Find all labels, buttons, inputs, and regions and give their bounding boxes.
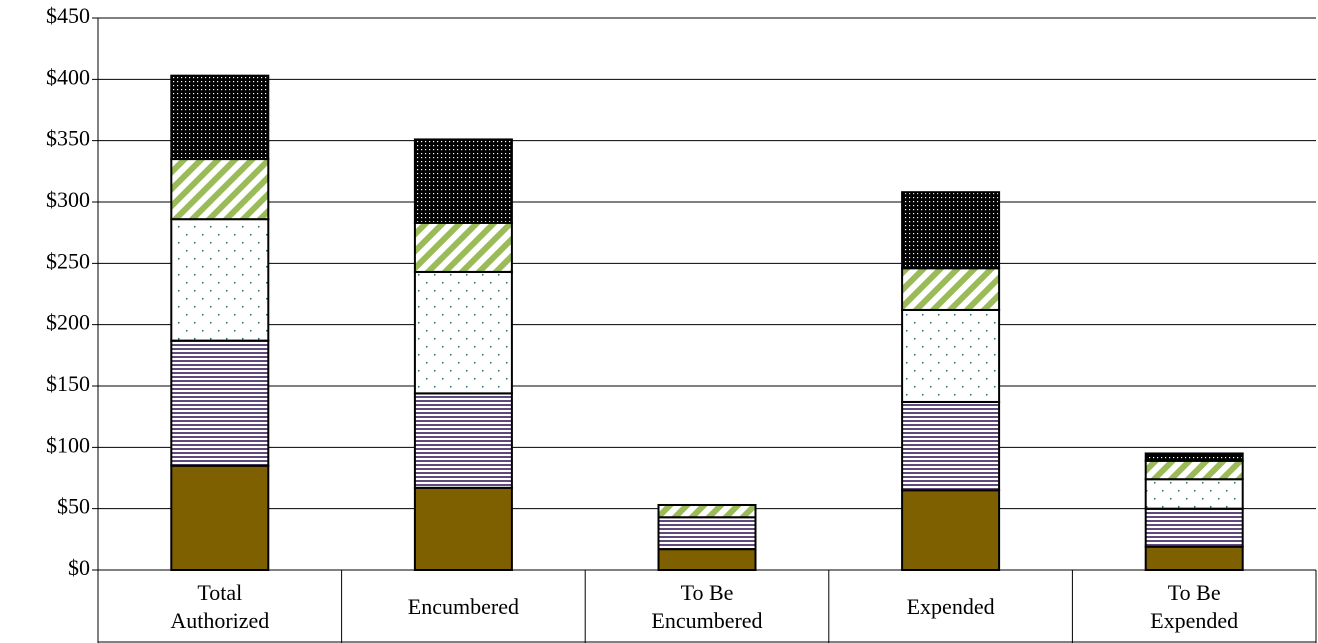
bar-segment — [901, 489, 1001, 571]
x-tick-label: Total Authorized — [170, 580, 270, 633]
bar-segment — [1144, 507, 1244, 548]
bar-segment — [901, 400, 1001, 492]
bar-segment — [1144, 459, 1244, 481]
x-tick-label: To Be Expended — [1150, 580, 1239, 633]
y-tick-label: $50 — [57, 494, 90, 519]
bar-segment — [657, 503, 757, 519]
bar-segment — [170, 158, 270, 221]
bar-segment — [413, 270, 513, 395]
bar-segment — [901, 267, 1001, 311]
bar-segment — [170, 464, 270, 572]
bar-segment — [657, 516, 757, 551]
bar-segment — [413, 392, 513, 489]
bar-segment — [413, 138, 513, 224]
y-tick-label: $350 — [46, 126, 90, 151]
category-cell: Total Authorized — [98, 572, 342, 642]
category-cell: Encumbered — [342, 572, 586, 642]
y-tick-label: $400 — [46, 64, 90, 89]
y-tick-label: $450 — [46, 3, 90, 28]
bar-segment — [170, 218, 270, 342]
bar-segment — [1144, 545, 1244, 572]
y-tick-label: $300 — [46, 187, 90, 212]
y-tick-label: $100 — [46, 432, 90, 457]
y-tick-label: $250 — [46, 248, 90, 273]
bar-segment — [170, 74, 270, 161]
bar-segment — [657, 548, 757, 571]
y-tick-label: $0 — [68, 555, 90, 580]
y-tick-label: $200 — [46, 310, 90, 335]
bar-segment — [1144, 452, 1244, 462]
x-tick-label: Encumbered — [407, 594, 519, 619]
y-tick-label: $150 — [46, 371, 90, 396]
x-tick-label: Expended — [906, 594, 995, 619]
bar-segment — [170, 339, 270, 467]
category-cell: To Be Encumbered — [585, 572, 829, 642]
x-tick-label: To Be Encumbered — [651, 580, 763, 633]
bar-segment — [413, 486, 513, 571]
bar-segment — [901, 191, 1001, 270]
bar-segment — [1144, 478, 1244, 510]
category-cell: To Be Expended — [1072, 572, 1316, 642]
bar-segment — [413, 221, 513, 273]
category-cell: Expended — [829, 572, 1073, 642]
bar-segment — [901, 308, 1001, 403]
